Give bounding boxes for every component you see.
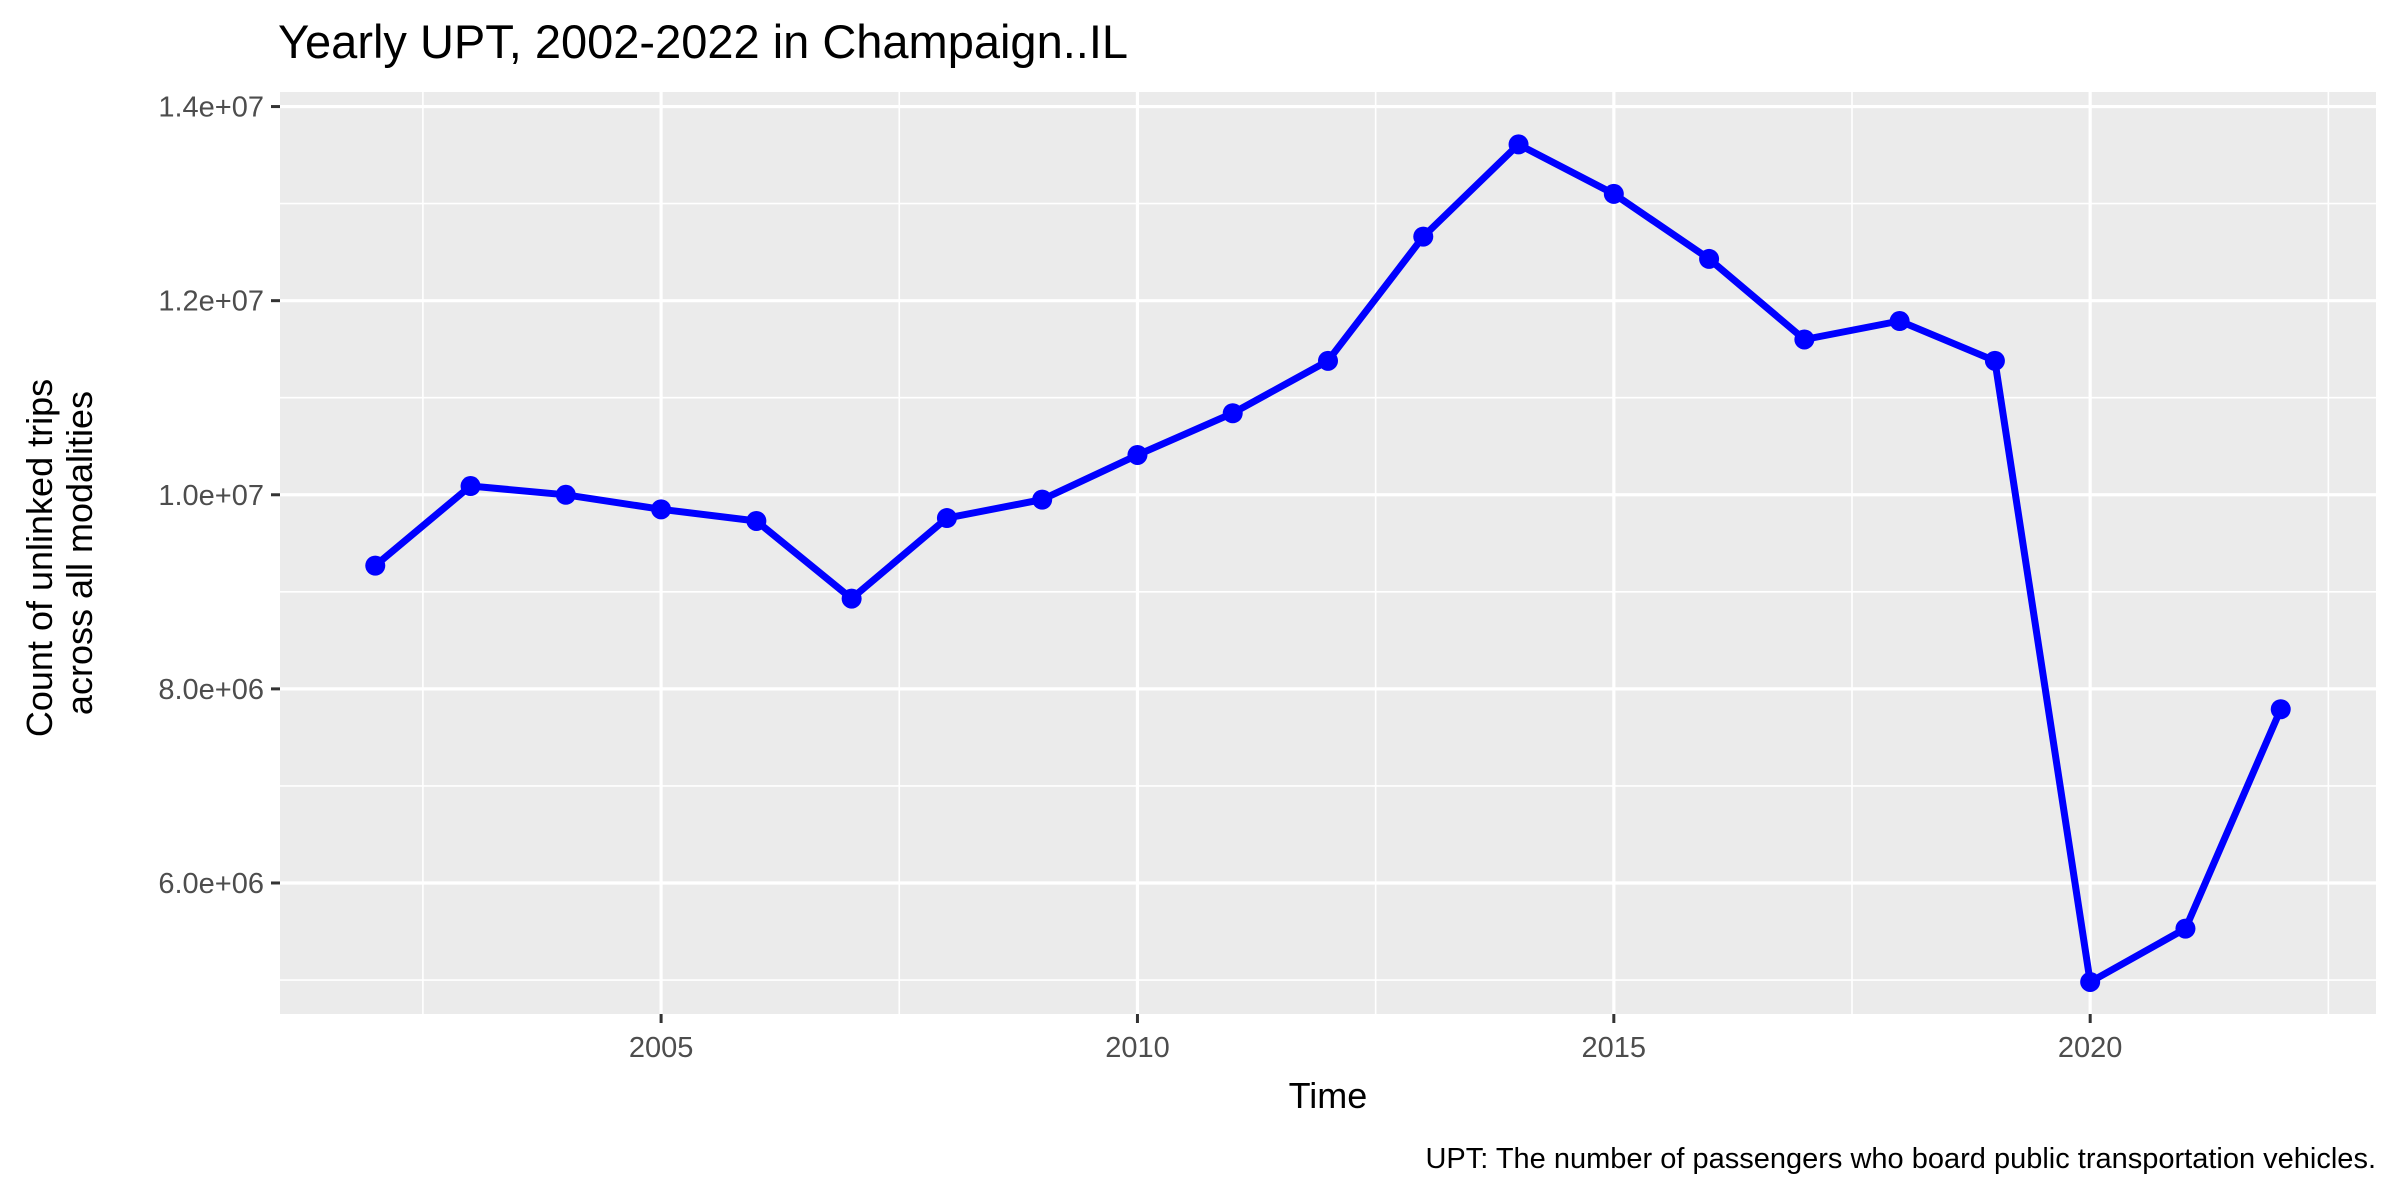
x-tick-label-2: 2015 [1582,1032,1647,1064]
y-axis-title-line-2: across all modalities [59,391,100,715]
data-point-2008 [936,508,957,529]
data-point-2009 [1032,489,1053,510]
x-tick-label-3: 2020 [2058,1032,2123,1064]
data-point-2017 [1794,329,1815,350]
data-point-2013 [1413,226,1434,247]
data-point-2016 [1699,248,1720,269]
data-point-2011 [1222,403,1243,424]
x-axis-title: Time [1289,1075,1368,1116]
data-point-2012 [1318,350,1338,371]
data-point-2002 [365,555,386,576]
data-point-2006 [746,510,767,531]
y-tick-label-0: 6.0e+06 [158,868,264,900]
chart-caption: UPT: The number of passengers who board … [1425,1143,2376,1175]
series-layer [365,134,2291,992]
data-point-2020 [2080,971,2101,992]
y-tick-label-4: 1.4e+07 [158,92,264,124]
axes-layer: 6.0e+06 8.0e+06 1.0e+07 1.2e+07 1.4e+07 2005 2… [158,92,2122,1064]
data-point-2019 [1984,350,2005,371]
data-point-2007 [841,588,862,609]
y-axis-title-line-1: Count of unlinked trips [19,379,60,737]
x-tick-label-0: 2005 [629,1032,694,1064]
plot-panel [280,92,2376,1014]
data-point-2021 [2175,918,2196,939]
data-point-2004 [555,484,576,505]
grid-layer [280,92,2376,1014]
data-point-2005 [651,499,672,520]
y-tick-label-3: 1.2e+07 [158,286,264,318]
data-point-2014 [1508,134,1529,155]
data-point-2018 [1889,311,1910,332]
y-tick-label-2: 1.0e+07 [158,480,264,512]
y-tick-label-1: 8.0e+06 [158,674,264,706]
y-axis-title: Count of unlinked trips across all modal… [19,369,100,737]
x-tick-label-1: 2010 [1105,1032,1170,1064]
data-point-2022 [2270,699,2291,720]
data-point-2010 [1127,444,1148,465]
data-point-2015 [1603,183,1624,204]
chart-title: Yearly UPT, 2002-2022 in Champaign..IL [278,15,1128,68]
data-point-2003 [460,476,481,497]
